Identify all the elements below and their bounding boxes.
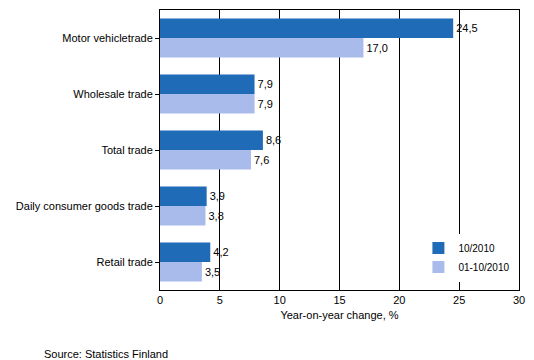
svg-text:30: 30: [513, 294, 525, 306]
svg-text:7,9: 7,9: [258, 98, 273, 110]
svg-text:01-10/2010: 01-10/2010: [458, 262, 509, 273]
svg-text:Total trade: Total trade: [101, 144, 152, 156]
svg-text:10/2010: 10/2010: [458, 243, 495, 254]
svg-text:7,9: 7,9: [258, 78, 273, 90]
svg-text:17,0: 17,0: [366, 42, 387, 54]
svg-text:3,5: 3,5: [205, 266, 220, 278]
svg-text:15: 15: [333, 294, 345, 306]
svg-text:4,2: 4,2: [213, 246, 228, 258]
svg-text:3,8: 3,8: [208, 210, 223, 222]
svg-text:3,9: 3,9: [210, 190, 225, 202]
svg-text:Source: Statistics Finland: Source: Statistics Finland: [44, 348, 168, 360]
svg-text:Daily consumer goods trade: Daily consumer goods trade: [16, 200, 153, 212]
svg-text:8,6: 8,6: [266, 134, 281, 146]
svg-text:Motor vehicletrade: Motor vehicletrade: [62, 32, 153, 44]
svg-text:20: 20: [393, 294, 405, 306]
svg-text:Retail trade: Retail trade: [97, 256, 153, 268]
svg-text:Year-on-year change, %: Year-on-year change, %: [280, 309, 398, 321]
svg-text:7,6: 7,6: [254, 154, 269, 166]
svg-text:10: 10: [274, 294, 286, 306]
svg-text:24,5: 24,5: [456, 22, 477, 34]
svg-text:25: 25: [453, 294, 465, 306]
svg-text:Wholesale trade: Wholesale trade: [73, 88, 153, 100]
svg-text:0: 0: [157, 294, 163, 306]
svg-text:5: 5: [217, 294, 223, 306]
